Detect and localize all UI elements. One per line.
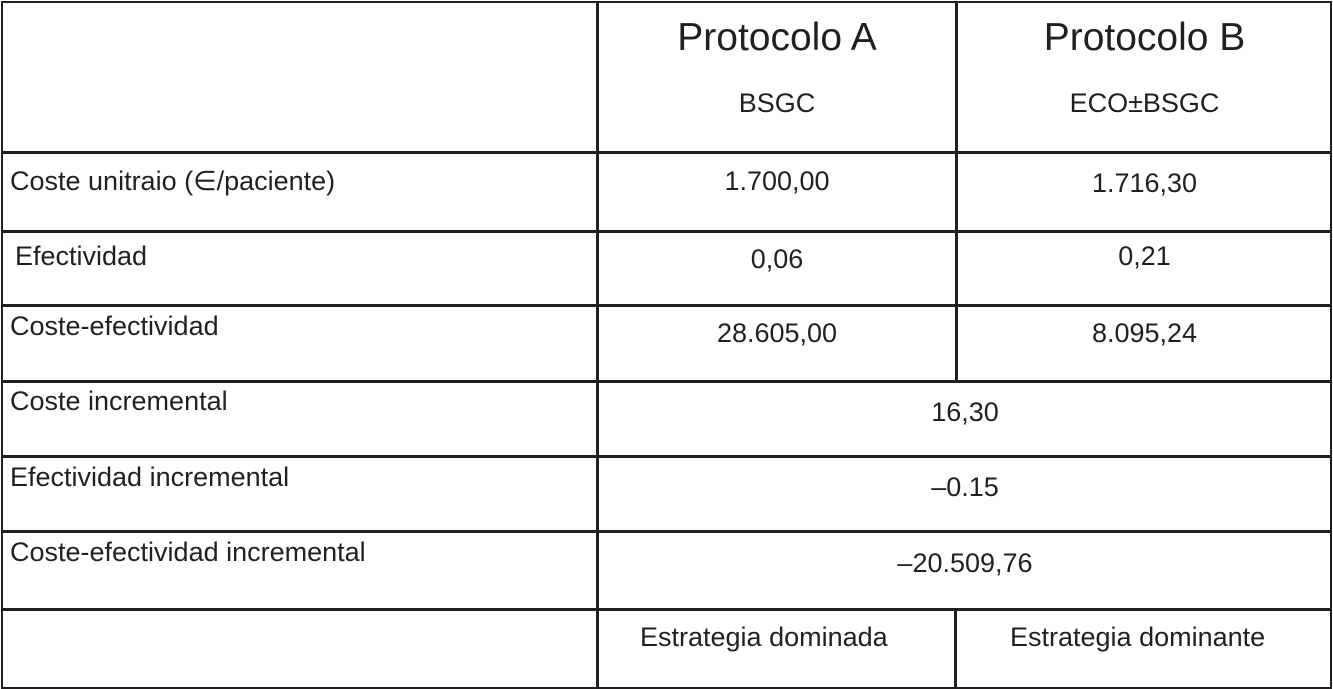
row-label: Coste-efectividad bbox=[10, 311, 219, 341]
column-divider bbox=[955, 2, 958, 381]
row-label: Coste incremental bbox=[10, 386, 228, 416]
header-protocol-a: Protocolo A bbox=[677, 16, 877, 59]
row-label: Coste-efectividad incremental bbox=[10, 537, 366, 567]
merged-cell: 16,30 bbox=[931, 397, 999, 427]
footer-b: Estrategia dominante bbox=[1010, 622, 1266, 652]
row-divider bbox=[2, 455, 1331, 458]
row-divider bbox=[2, 608, 1331, 611]
footer-a: Estrategia dominada bbox=[640, 622, 888, 652]
header-protocol-b-subtitle: ECO±BSGC bbox=[1069, 88, 1220, 118]
row-divider bbox=[2, 380, 1331, 383]
merged-cell: –20.509,76 bbox=[897, 548, 1033, 578]
row-divider bbox=[2, 151, 1331, 154]
row-label: Efectividad bbox=[15, 241, 148, 271]
header-protocol-b: Protocolo B bbox=[1043, 16, 1246, 59]
row-divider bbox=[2, 304, 1331, 307]
cell-a: 0,06 bbox=[750, 244, 804, 274]
header-protocol-a-subtitle: BSGC bbox=[738, 88, 816, 118]
cell-b: 1.716,30 bbox=[1091, 168, 1198, 198]
column-divider bbox=[954, 609, 957, 687]
row-label: Coste unitraio (∈/paciente) bbox=[10, 166, 336, 196]
cell-a: 1.700,00 bbox=[724, 166, 830, 196]
cell-b: 8.095,24 bbox=[1091, 318, 1198, 348]
merged-cell: –0.15 bbox=[931, 472, 999, 502]
row-divider bbox=[2, 530, 1331, 533]
cell-a: 28.605,00 bbox=[716, 318, 838, 348]
row-label: Efectividad incremental bbox=[10, 462, 290, 492]
column-divider bbox=[596, 2, 599, 687]
row-divider bbox=[2, 230, 1331, 233]
cell-b: 0,21 bbox=[1118, 241, 1171, 271]
